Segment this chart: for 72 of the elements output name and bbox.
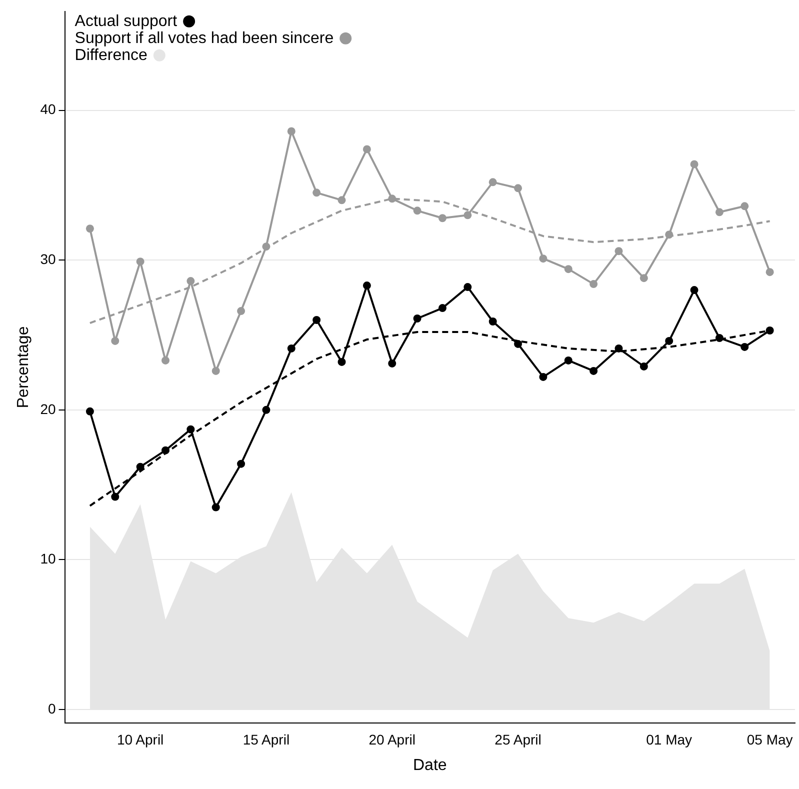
point — [413, 206, 422, 215]
point — [237, 460, 246, 468]
point — [413, 314, 422, 323]
point — [262, 406, 270, 414]
x-tick-label: 20 April — [368, 731, 416, 748]
x-tick-label: 25 April — [494, 731, 542, 748]
point — [640, 274, 648, 282]
point — [564, 356, 572, 364]
point — [111, 336, 120, 345]
point — [212, 366, 220, 375]
point — [539, 254, 548, 263]
point — [665, 230, 674, 239]
point — [438, 304, 446, 312]
point — [690, 160, 698, 168]
point — [640, 362, 648, 370]
point — [665, 336, 674, 345]
point — [514, 184, 522, 192]
point — [388, 194, 396, 203]
point — [539, 372, 548, 381]
point — [312, 316, 321, 324]
point — [312, 188, 321, 197]
point — [614, 344, 623, 352]
y-tick-label: 40 — [40, 101, 56, 118]
legend-label: Difference — [74, 46, 148, 64]
y-tick-label: 30 — [40, 250, 56, 267]
y-tick-label: 20 — [40, 400, 56, 417]
point — [186, 425, 195, 434]
point — [362, 282, 371, 290]
point — [388, 359, 396, 368]
x-tick-label: 15 April — [242, 731, 290, 748]
x-axis-title: Date — [412, 756, 447, 774]
point — [715, 334, 724, 342]
point — [740, 342, 749, 351]
point — [690, 286, 698, 294]
point — [564, 265, 572, 274]
y-axis-title: Percentage — [15, 326, 32, 408]
point — [86, 224, 94, 233]
point — [614, 247, 623, 256]
legend-label: Actual support — [74, 12, 178, 30]
point — [590, 280, 598, 288]
x-tick-label: 01 May — [646, 731, 692, 748]
point — [766, 268, 774, 276]
point — [212, 503, 220, 512]
y-tick-label: 10 — [40, 550, 56, 567]
point — [464, 283, 472, 292]
point — [111, 492, 120, 501]
point — [287, 344, 296, 352]
point — [161, 446, 170, 454]
point — [590, 366, 598, 375]
point — [338, 358, 346, 366]
point — [86, 407, 94, 416]
point — [438, 214, 446, 222]
point — [237, 307, 246, 316]
point — [488, 318, 497, 326]
x-tick-label: 10 April — [116, 731, 164, 748]
y-tick-label: 0 — [48, 700, 56, 716]
point — [262, 242, 270, 251]
point — [488, 178, 497, 186]
point — [766, 326, 774, 334]
point — [136, 462, 144, 471]
legend-label: Support if all votes had been sincere — [74, 30, 334, 47]
point — [514, 340, 522, 348]
point — [362, 145, 371, 154]
point — [287, 127, 296, 136]
x-tick-label: 05 May — [746, 731, 793, 748]
point — [338, 196, 346, 204]
point — [186, 277, 195, 286]
point — [464, 211, 472, 220]
point — [715, 208, 724, 216]
point — [740, 202, 749, 210]
point — [161, 356, 170, 364]
point — [136, 258, 144, 266]
